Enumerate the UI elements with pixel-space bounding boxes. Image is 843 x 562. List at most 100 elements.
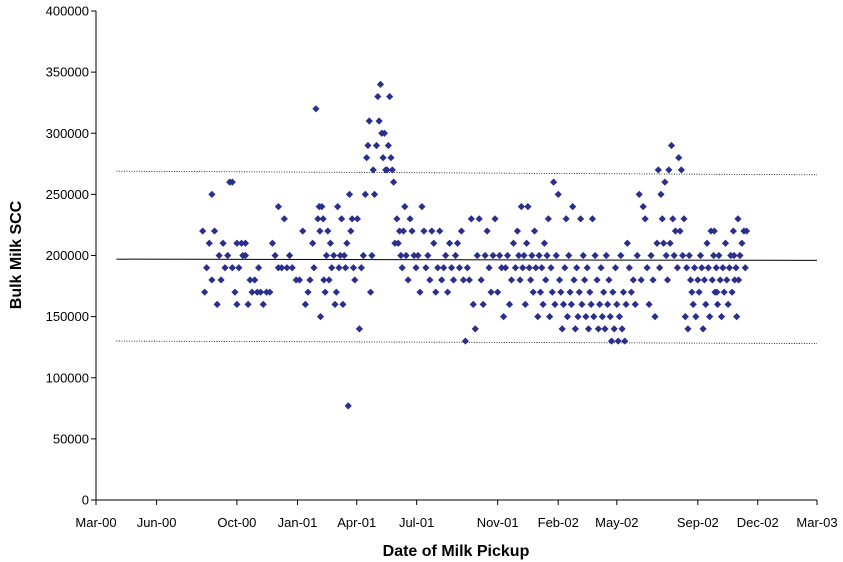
- data-point: [550, 178, 558, 186]
- x-tick-label: Jul-01: [399, 515, 434, 530]
- data-point: [654, 166, 662, 174]
- data-point: [318, 203, 326, 211]
- data-point: [219, 239, 227, 247]
- data-point: [257, 288, 265, 296]
- data-point: [573, 264, 581, 272]
- data-point: [570, 276, 578, 284]
- data-point: [530, 227, 539, 235]
- data-point: [457, 227, 466, 235]
- y-tick-label: 250000: [46, 187, 89, 202]
- data-point: [339, 300, 347, 308]
- data-point: [629, 276, 637, 284]
- data-point: [704, 264, 712, 272]
- data-point: [735, 276, 743, 284]
- data-point: [679, 251, 687, 260]
- data-point: [670, 251, 678, 260]
- data-point: [319, 215, 327, 223]
- data-point: [295, 276, 304, 284]
- data-point: [416, 288, 424, 296]
- data-point: [681, 313, 689, 321]
- data-point: [363, 154, 371, 162]
- data-point: [538, 264, 546, 272]
- data-point: [685, 251, 693, 260]
- data-point: [499, 313, 508, 321]
- data-point: [445, 239, 454, 247]
- data-point: [546, 313, 554, 321]
- data-point: [326, 239, 335, 247]
- data-point: [741, 264, 749, 272]
- data-point: [647, 251, 655, 260]
- data-point: [351, 276, 359, 284]
- data-point: [434, 264, 442, 272]
- data-point: [461, 337, 469, 345]
- data-point: [330, 251, 338, 260]
- data-point: [208, 276, 216, 284]
- data-point: [706, 313, 714, 321]
- data-point: [554, 190, 562, 198]
- data-point: [723, 276, 731, 284]
- data-point: [453, 239, 462, 247]
- data-point: [507, 276, 516, 284]
- data-point: [422, 264, 430, 272]
- data-point: [395, 227, 404, 235]
- data-point: [731, 276, 739, 284]
- data-point: [583, 264, 591, 272]
- data-point: [374, 92, 382, 101]
- data-point: [483, 227, 491, 235]
- data-point: [631, 300, 639, 308]
- data-point: [509, 239, 518, 247]
- data-point: [699, 325, 707, 333]
- data-point: [386, 92, 394, 101]
- data-point: [561, 264, 569, 272]
- data-point: [359, 251, 367, 260]
- data-point: [274, 203, 282, 211]
- data-point: [515, 251, 523, 260]
- data-point: [730, 251, 738, 260]
- data-point: [519, 264, 527, 272]
- data-point: [532, 264, 540, 272]
- data-point: [372, 141, 381, 150]
- data-point: [713, 288, 721, 296]
- data-point: [398, 264, 406, 272]
- data-point: [259, 300, 267, 308]
- data-point: [306, 276, 314, 284]
- data-point: [241, 251, 250, 260]
- data-point: [673, 264, 682, 272]
- data-point: [312, 105, 320, 113]
- data-point: [617, 251, 625, 260]
- data-point: [233, 300, 241, 308]
- data-point: [720, 288, 728, 296]
- data-point: [271, 251, 279, 260]
- y-tick-label: 400000: [46, 4, 89, 19]
- x-tick-label: Oct-00: [217, 515, 256, 530]
- data-point: [203, 264, 211, 272]
- data-point: [344, 402, 352, 410]
- data-point: [345, 190, 354, 198]
- data-point: [555, 276, 564, 284]
- data-point: [661, 178, 669, 186]
- data-point: [304, 288, 312, 296]
- data-point: [322, 251, 331, 260]
- data-point: [241, 239, 250, 247]
- data-point: [408, 227, 416, 235]
- data-point: [698, 264, 706, 272]
- data-point: [665, 166, 673, 174]
- data-point: [606, 313, 614, 321]
- x-tick-label: Mar-03: [796, 515, 837, 530]
- data-point: [683, 264, 691, 272]
- data-point: [543, 251, 551, 260]
- data-point: [565, 251, 573, 260]
- data-point: [338, 215, 346, 223]
- data-point: [615, 313, 624, 321]
- data-point: [320, 276, 328, 284]
- data-point: [563, 313, 572, 321]
- data-point: [539, 300, 547, 308]
- data-point: [278, 264, 286, 272]
- data-point: [440, 264, 448, 272]
- data-point: [455, 264, 464, 272]
- data-point: [357, 264, 365, 272]
- data-point: [505, 300, 514, 308]
- data-point: [380, 129, 388, 137]
- data-point: [401, 203, 409, 211]
